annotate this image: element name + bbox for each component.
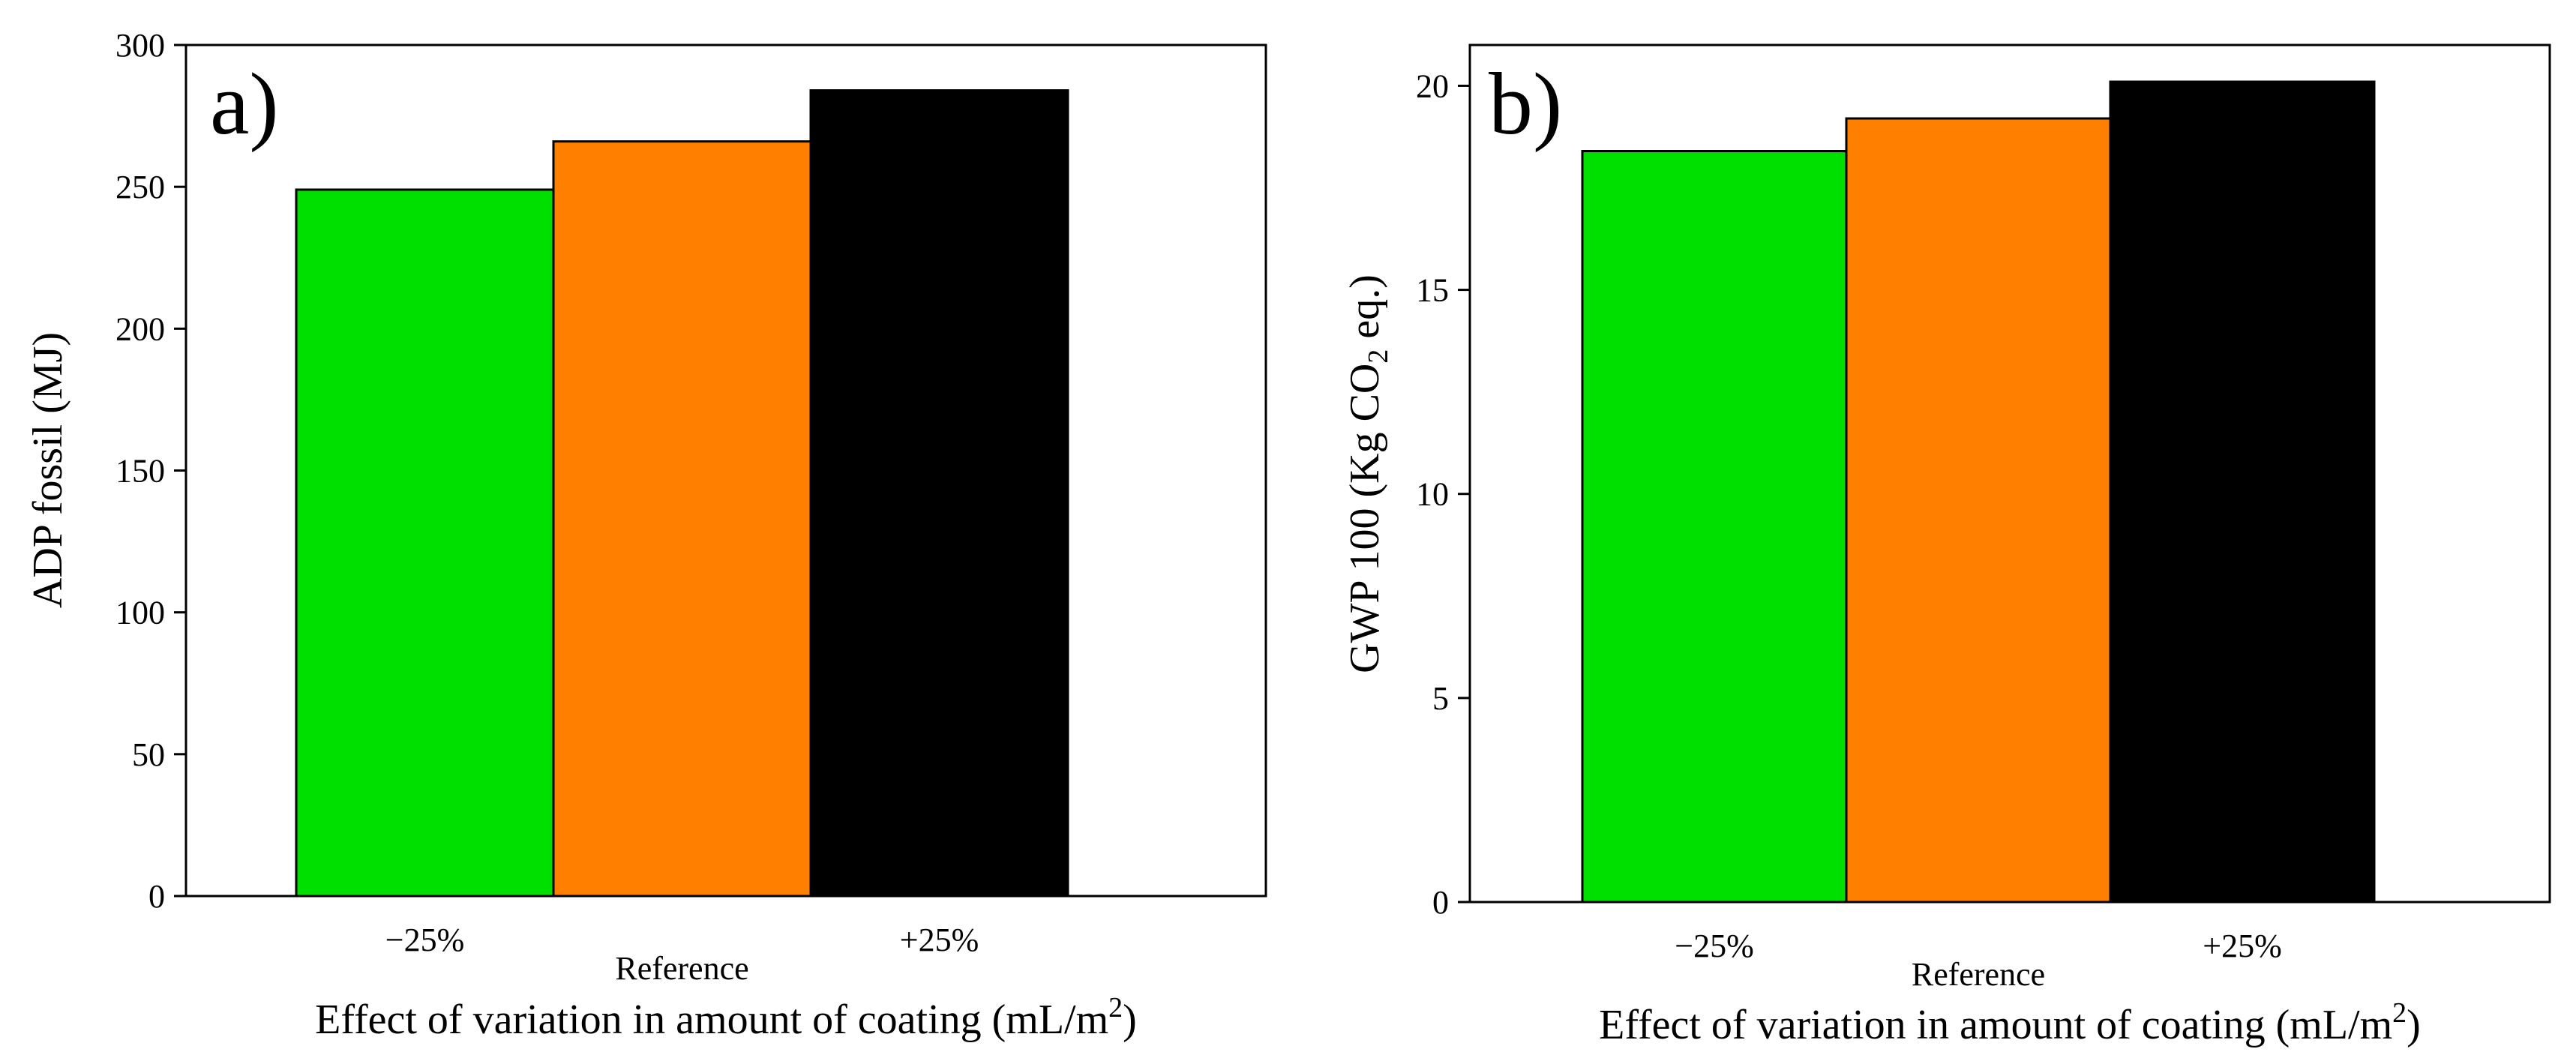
y-axis-title: ADP fossil (MJ): [25, 332, 71, 608]
x-axis-category-labels: −25% Reference +25%: [385, 922, 979, 987]
chart-panel-b: 0 5 10 15 20 −25% Reference +25% b) GWP 100 (K…: [1342, 43, 2551, 1048]
y-tick-label: 250: [115, 169, 165, 205]
y-tick-label: 15: [1416, 272, 1449, 309]
y-tick-label: 0: [148, 878, 165, 915]
y-tick-label: 10: [1416, 476, 1449, 513]
y-tick-label: 5: [1432, 680, 1449, 717]
x-category-label: +25%: [900, 922, 979, 958]
x-axis-title: Effect of variation in amount of coating…: [315, 992, 1137, 1043]
y-tick-label: 50: [132, 736, 165, 773]
x-category-label: Reference: [1912, 956, 2045, 993]
y-axis-title-subscript: 2: [1363, 349, 1394, 364]
y-tick-label: 300: [115, 27, 165, 64]
y-tick-label: 0: [1432, 884, 1449, 921]
x-category-label: −25%: [1675, 928, 1753, 964]
bars-group: [295, 89, 1069, 898]
bar-2: [552, 140, 812, 898]
y-tick-label: 200: [115, 310, 165, 347]
y-tick-label: 100: [115, 595, 165, 631]
y-axis-ticks: 0 5 10 15 20: [1416, 67, 1470, 921]
bar-3: [809, 89, 1069, 898]
panel-label: a): [210, 55, 279, 153]
x-category-label: +25%: [2203, 928, 2281, 964]
y-tick-label: 150: [115, 453, 165, 490]
y-tick-label: 20: [1416, 67, 1449, 104]
x-axis-title: Effect of variation in amount of coating…: [1599, 997, 2421, 1048]
x-category-label: −25%: [385, 922, 464, 958]
panel-label: b): [1489, 55, 1562, 153]
x-axis-title-superscript: 2: [1108, 992, 1123, 1024]
y-axis-ticks: 0 50 100 150 200 250 300: [115, 27, 186, 915]
x-axis-title-superscript: 2: [2392, 997, 2407, 1029]
x-axis-category-labels: −25% Reference +25%: [1675, 928, 2281, 993]
bar-1: [295, 188, 555, 898]
bar-3: [2109, 80, 2376, 904]
y-axis-title: GWP 100 (Kg CO2 eq.): [1342, 274, 1394, 673]
bar-2: [1845, 117, 2112, 904]
bars-group: [1581, 80, 2376, 904]
x-category-label: Reference: [615, 950, 748, 987]
bar-1: [1581, 150, 1848, 904]
